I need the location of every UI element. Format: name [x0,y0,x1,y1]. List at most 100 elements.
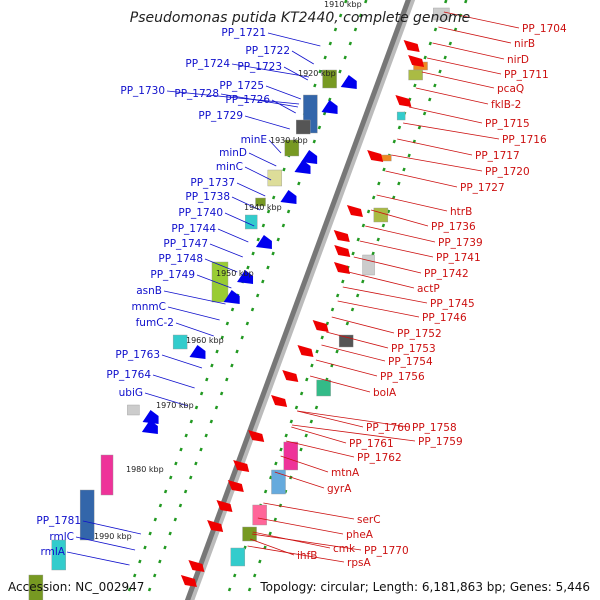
kbp-tick-label: 1950 kbp [216,269,254,278]
feature-block [362,254,375,276]
gc-dash [210,363,214,368]
gene-label-left: fumC-2 [136,317,174,329]
gene-label-right: PP_1736 [431,221,476,233]
kbp-tick-label: 1990 kbp [94,532,132,541]
gc-dash [281,223,286,228]
gene-label-left: PP_1740 [178,207,223,219]
leader-line [376,194,448,212]
gene-label-right: cmk [333,543,356,555]
gene-label-right: PP_1745 [430,298,475,310]
gc-dash [397,181,401,186]
gene-label-right: PP_1753 [391,343,436,355]
gene-label-right: bolA [373,387,397,399]
leader-line [161,354,203,369]
gc-dash [251,251,255,256]
gc-dash [261,223,266,228]
gc-dash [328,41,333,46]
gene-arrow [334,245,351,257]
gene-label-right: PP_1715 [485,118,530,130]
gc-dash [345,321,350,326]
leader-line [432,42,505,60]
gene-arrow [297,345,314,357]
gene-label-left: PP_1764 [106,369,151,381]
leader-line [249,538,295,556]
gc-dash [413,83,417,88]
gc-dash [163,489,168,494]
gene-label-right: PP_1754 [388,356,433,368]
gc-dash [322,111,327,116]
gc-dash [179,447,183,452]
leader-line [342,286,428,304]
leader-line [326,331,389,349]
gc-dash [174,461,178,466]
gc-dash [230,363,234,368]
leader-line [438,26,512,44]
gene-label-right: PP_1717 [475,150,520,162]
gc-dash [344,0,348,4]
feature-block [172,334,188,350]
gc-dash [219,391,224,396]
gene-label-right: htrB [450,206,472,218]
gene-label-left: PP_1725 [219,80,264,92]
gc-dash [204,433,208,438]
leader-line [397,138,473,156]
gc-dash [422,111,427,116]
gc-dash [266,209,271,214]
gene-label-right: gyrA [327,483,352,495]
kbp-tick-label: 1960 kbp [186,336,224,345]
gene-label-left: rmlA [41,546,66,558]
gc-dash [312,139,317,144]
gc-dash [297,181,301,186]
gc-dash [356,237,360,242]
gene-arrow [237,270,254,284]
gc-dash [433,27,438,32]
gc-dash [258,559,262,564]
gc-dash [355,293,360,298]
gene-label-right: PP_1746 [422,312,467,324]
gene-label-right: pheA [346,529,374,541]
gene-label-right: PP_1741 [436,252,481,264]
gene-arrow [403,40,420,52]
leader-line [163,290,226,305]
gene-label-left: PP_1730 [120,85,165,97]
gc-dash [371,195,376,200]
gc-dash [147,587,152,592]
gc-dash [338,69,342,74]
feature-block [255,197,266,207]
gc-dash [351,251,355,256]
gene-label-left: mnmC [132,301,166,313]
leader-line [236,182,266,197]
gene-label-right: PP_1759 [418,436,463,448]
gene-label-left: PP_1728 [174,88,219,100]
leader-line [267,32,321,47]
gc-dash [274,461,278,466]
gene-label-left: PP_1748 [158,253,203,265]
gc-dash [377,181,381,186]
gc-dash [230,307,235,312]
gene-label-left: rmlC [49,531,74,543]
leader-line [75,536,136,551]
leader-line [251,533,362,551]
gc-dash [261,279,265,284]
gc-dash [271,251,275,256]
leader-line [217,228,249,243]
gc-dash [358,13,363,18]
leader-line [309,375,371,393]
feature-block [211,261,229,303]
map-title: Pseudomonas putida KT2440, complete geno… [129,10,471,26]
leader-line [209,243,243,258]
gene-label-left: minE [241,134,267,146]
gene-label-right: PP_1758 [412,422,457,434]
gene-arrow [227,480,244,492]
gene-label-right: PP_1716 [502,134,547,146]
gene-arrow [408,55,425,67]
gc-dash [348,41,353,46]
feature-block [295,119,311,135]
gene-arrow [333,230,350,242]
leader-line [144,392,189,407]
gc-dash [320,335,324,340]
gc-dash [205,377,209,382]
gene-label-left: PP_1738 [185,191,230,203]
